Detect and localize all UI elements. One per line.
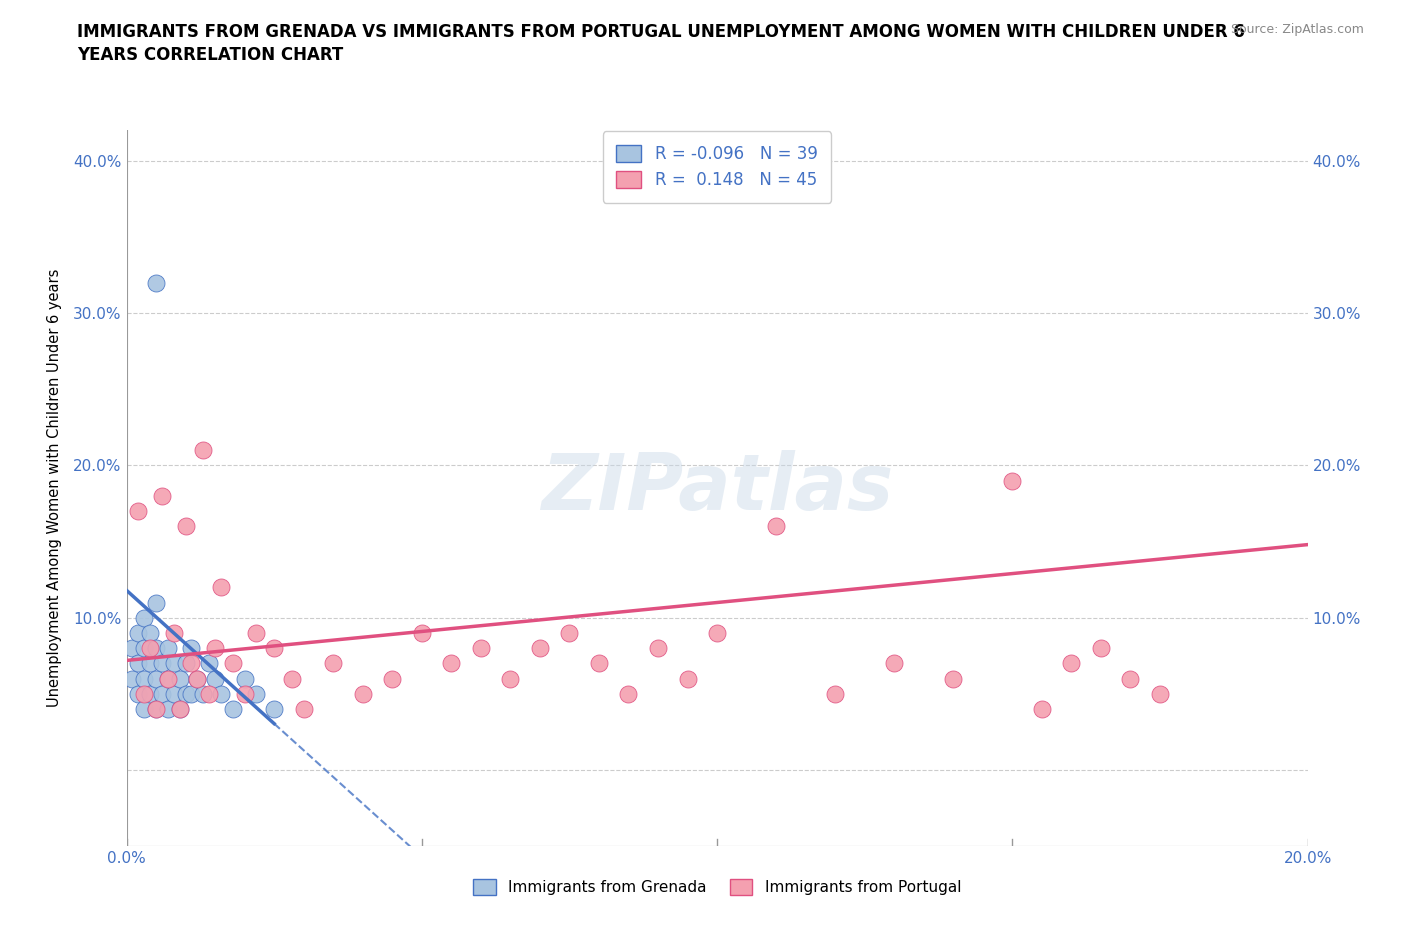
- Point: [233, 671, 256, 686]
- Point: [169, 671, 191, 686]
- Y-axis label: Unemployment Among Women with Children Under 6 years: Unemployment Among Women with Children U…: [46, 269, 62, 708]
- Point: [1119, 671, 1142, 686]
- Point: [127, 626, 149, 641]
- Point: [145, 641, 167, 656]
- Point: [163, 686, 186, 701]
- Text: ZIPatlas: ZIPatlas: [541, 450, 893, 526]
- Point: [145, 671, 167, 686]
- Point: [127, 656, 149, 671]
- Point: [222, 702, 245, 717]
- Point: [942, 671, 965, 686]
- Point: [204, 641, 226, 656]
- Point: [156, 702, 179, 717]
- Point: [233, 686, 256, 701]
- Point: [127, 686, 149, 701]
- Point: [193, 443, 215, 458]
- Point: [180, 686, 202, 701]
- Point: [352, 686, 374, 701]
- Point: [150, 656, 173, 671]
- Point: [529, 641, 551, 656]
- Point: [245, 626, 267, 641]
- Point: [145, 702, 167, 717]
- Text: YEARS CORRELATION CHART: YEARS CORRELATION CHART: [77, 46, 343, 64]
- Point: [163, 656, 186, 671]
- Legend: Immigrants from Grenada, Immigrants from Portugal: Immigrants from Grenada, Immigrants from…: [465, 871, 969, 903]
- Point: [169, 702, 191, 717]
- Point: [676, 671, 699, 686]
- Point: [440, 656, 463, 671]
- Point: [174, 686, 197, 701]
- Point: [1149, 686, 1171, 701]
- Point: [180, 641, 202, 656]
- Text: Source: ZipAtlas.com: Source: ZipAtlas.com: [1230, 23, 1364, 36]
- Point: [1001, 473, 1024, 488]
- Point: [222, 656, 245, 671]
- Point: [134, 702, 156, 717]
- Point: [134, 671, 156, 686]
- Point: [617, 686, 640, 701]
- Text: IMMIGRANTS FROM GRENADA VS IMMIGRANTS FROM PORTUGAL UNEMPLOYMENT AMONG WOMEN WIT: IMMIGRANTS FROM GRENADA VS IMMIGRANTS FR…: [77, 23, 1246, 41]
- Point: [1090, 641, 1112, 656]
- Point: [139, 656, 162, 671]
- Point: [470, 641, 492, 656]
- Point: [134, 686, 156, 701]
- Point: [156, 641, 179, 656]
- Point: [180, 656, 202, 671]
- Point: [883, 656, 905, 671]
- Point: [1060, 656, 1083, 671]
- Point: [156, 671, 179, 686]
- Point: [150, 488, 173, 503]
- Point: [193, 686, 215, 701]
- Point: [263, 702, 285, 717]
- Point: [145, 595, 167, 610]
- Point: [706, 626, 728, 641]
- Point: [150, 686, 173, 701]
- Point: [186, 671, 208, 686]
- Point: [1031, 702, 1053, 717]
- Point: [121, 641, 143, 656]
- Point: [198, 686, 221, 701]
- Point: [281, 671, 304, 686]
- Point: [139, 626, 162, 641]
- Point: [134, 610, 156, 625]
- Point: [156, 671, 179, 686]
- Point: [245, 686, 267, 701]
- Point: [139, 686, 162, 701]
- Point: [558, 626, 581, 641]
- Point: [292, 702, 315, 717]
- Point: [134, 641, 156, 656]
- Point: [145, 275, 167, 290]
- Point: [765, 519, 787, 534]
- Point: [174, 656, 197, 671]
- Point: [174, 519, 197, 534]
- Point: [499, 671, 522, 686]
- Point: [647, 641, 669, 656]
- Point: [121, 671, 143, 686]
- Point: [322, 656, 344, 671]
- Point: [263, 641, 285, 656]
- Point: [204, 671, 226, 686]
- Point: [209, 579, 232, 594]
- Point: [186, 671, 208, 686]
- Point: [411, 626, 433, 641]
- Point: [209, 686, 232, 701]
- Point: [198, 656, 221, 671]
- Point: [169, 702, 191, 717]
- Point: [139, 641, 162, 656]
- Point: [145, 702, 167, 717]
- Point: [163, 626, 186, 641]
- Point: [127, 504, 149, 519]
- Point: [824, 686, 846, 701]
- Point: [381, 671, 404, 686]
- Point: [588, 656, 610, 671]
